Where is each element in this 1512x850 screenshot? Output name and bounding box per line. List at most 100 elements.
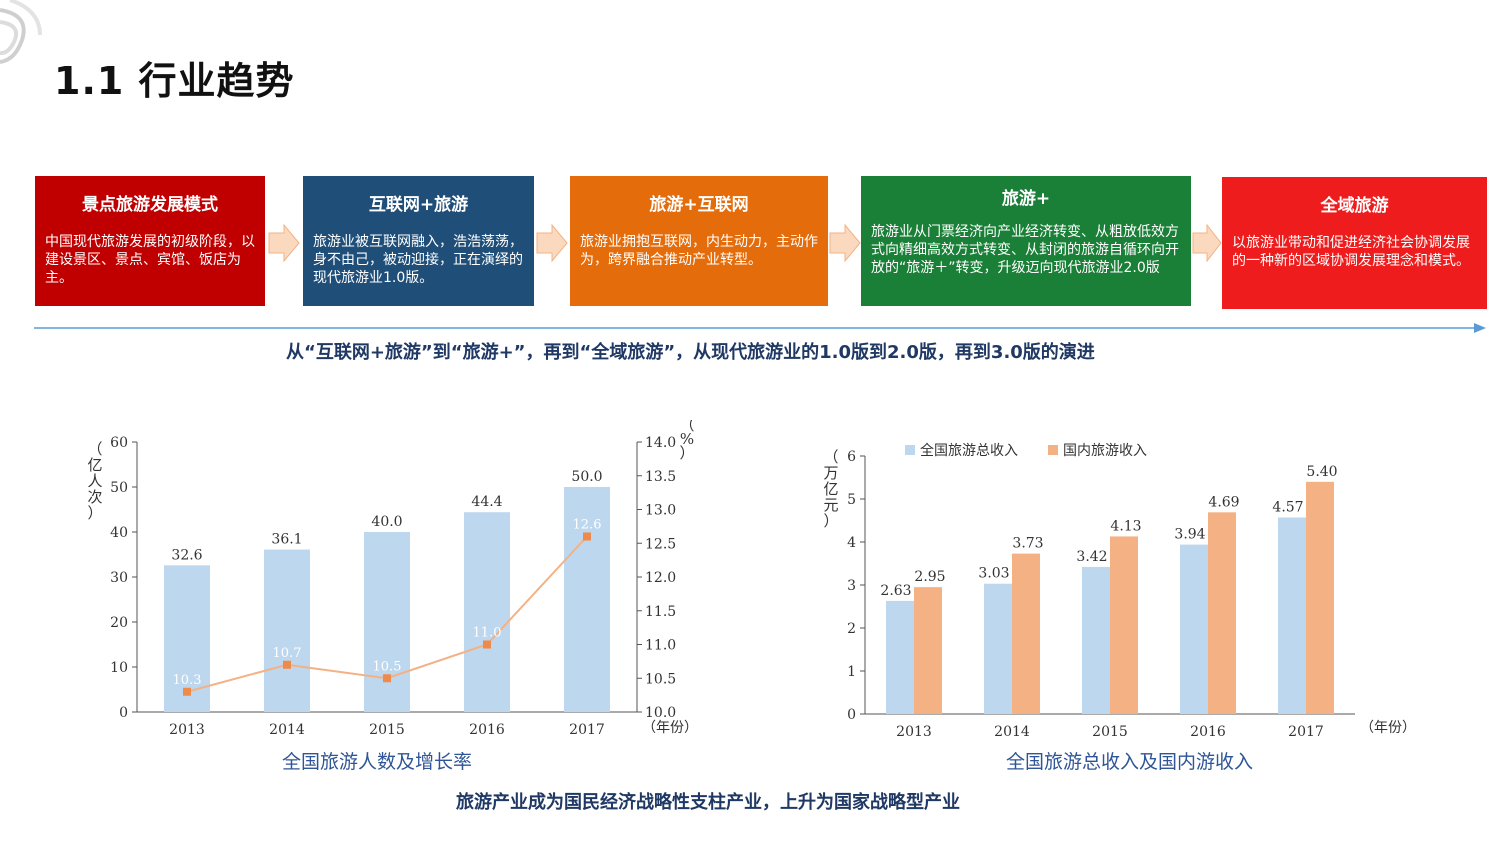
bar-value-label: 3.73 [1012,536,1043,552]
bar [1012,553,1040,714]
growth-value-label: 11.0 [473,626,502,641]
y2-axis-label: （%） [679,420,694,462]
growth-value-label: 12.6 [573,518,602,533]
corner-decoration [0,0,42,64]
y-axis-label: （亿人次） [87,440,102,522]
bar [564,487,610,712]
arrow-right-icon [536,224,568,262]
x-tick-label: 2017 [569,722,605,738]
bar-value-label: 4.13 [1110,518,1141,534]
stage-head: 互联网+旅游 [368,195,469,215]
y2-tick-label: 10.0 [645,705,676,721]
bar-value-label: 44.4 [471,494,502,510]
x-axis-unit: （年份） [642,720,698,736]
y-tick-label: 40 [110,525,128,541]
x-tick-label: 2013 [169,722,205,738]
y-tick-label: 60 [110,435,128,451]
bar-value-label: 2.63 [880,583,911,599]
y2-tick-label: 14.0 [645,435,676,451]
stage-box-all-for-one: 全域旅游 以旅游业带动和促进经济社会协调发展的一种新的区域协调发展理念和模式。 [1222,177,1487,309]
chart-tourism-revenue: 0 1 2 3 4 5 6 （万亿元） 全国旅游总收入 国内旅游收入 2.63 3.03 3.42 3.9… [823,442,1415,740]
stage-box-scenic: 景点旅游发展模式 中国现代旅游发展的初级阶段，以建设景区、景点、宾馆、饭店为主。 [35,176,265,306]
x-tick-label: 2016 [469,722,505,738]
bar [264,549,310,712]
y-tick-label: 1 [847,664,856,680]
bar-value-label: 36.1 [271,532,302,548]
bar [984,583,1012,714]
y-tick-label: 2 [847,621,856,637]
bar-value-label: 4.69 [1208,494,1239,510]
bar-value-label: 3.42 [1076,549,1107,565]
timeline-caption: 从“互联网+旅游”到“旅游+”，再到“全域旅游”，从现代旅游业的1.0版到2.0… [286,342,1095,363]
chart-visitors-growth: 0 10 20 30 40 50 60 10.0 10.5 11.0 11.5 12.0 12.5 13.… [87,420,698,738]
arrow-right-icon [1192,224,1222,262]
bar [1208,512,1236,714]
arrow-right-icon [829,224,861,262]
y-tick-label: 6 [847,449,856,465]
chart1-title: 全国旅游人数及增长率 [282,751,473,773]
y-tick-label: 5 [847,492,856,508]
y-tick-label: 4 [847,535,856,551]
y2-tick-label: 12.5 [645,536,676,552]
y2-tick-label: 11.5 [645,604,676,620]
x-tick-label: 2015 [1092,724,1128,740]
growth-value-label: 10.5 [373,659,402,674]
stage-head: 旅游+互联网 [649,195,749,215]
x-tick-label: 2015 [369,722,405,738]
growth-point [383,674,391,683]
bottom-caption: 旅游产业成为国民经济战略性支柱产业，上升为国家战略型产业 [456,792,960,813]
y-tick-label: 50 [110,480,128,496]
bar-value-label: 3.03 [978,566,1009,582]
bar-value-label: 4.57 [1272,499,1303,515]
y-tick-label: 0 [847,707,856,723]
stage-box-internet-plus-tourism: 互联网+旅游 旅游业被互联网融入，浩浩荡荡，身不由己，被动迎接，正在演绎的现代旅… [303,176,534,306]
bar [914,587,942,714]
legend-label: 全国旅游总收入 [920,442,1018,459]
page-title: 1.1 行业趋势 [54,59,295,103]
y-tick-label: 3 [847,578,856,594]
bar-value-label: 5.40 [1306,464,1337,480]
bar [1082,566,1110,714]
legend-swatch [905,445,915,455]
growth-value-label: 10.3 [173,673,202,688]
growth-value-label: 10.7 [273,646,302,661]
stage-box-tourism-plus: 旅游+ 旅游业从门票经济向产业经济转变、从粗放低效方式向精细高效方式转变、从封闭… [861,176,1191,306]
timeline-arrow [34,323,1486,333]
y2-tick-label: 13.5 [645,469,676,485]
bar [464,512,510,712]
growth-point [483,640,491,649]
growth-point [283,660,291,669]
x-tick-label: 2016 [1190,724,1226,740]
stage-desc: 以旅游业带动和促进经济社会协调发展的一种新的区域协调发展理念和模式。 [1232,235,1470,269]
legend-swatch [1048,445,1058,455]
x-tick-label: 2014 [269,722,305,738]
x-tick-label: 2017 [1288,724,1324,740]
y-tick-label: 0 [119,705,128,721]
growth-point [183,687,191,696]
bar-value-label: 3.94 [1174,527,1205,543]
bar-value-label: 2.95 [914,569,945,585]
x-tick-label: 2013 [896,724,932,740]
stage-desc: 旅游业被互联网融入，浩浩荡荡，身不由己，被动迎接，正在演绎的现代旅游业1.0版。 [313,234,523,286]
bar [1110,536,1138,714]
bar [1278,517,1306,714]
y2-tick-label: 10.5 [645,671,676,687]
stage-desc: 中国现代旅游发展的初级阶段，以建设景区、景点、宾馆、饭店为主。 [45,234,255,286]
y-axis-label: （万亿元） [823,448,838,530]
y-tick-label: 10 [110,660,128,676]
stage-head: 景点旅游发展模式 [82,195,218,215]
bar [364,532,410,712]
legend-label: 国内旅游收入 [1063,443,1147,459]
y2-tick-label: 13.0 [645,503,676,519]
bar-value-label: 32.6 [171,547,202,563]
bar-value-label: 40.0 [371,514,402,530]
bar [1180,544,1208,714]
bar-value-label: 50.0 [571,469,602,485]
stage-box-tourism-plus-internet: 旅游+互联网 旅游业拥抱互联网，内生动力，主动作为，跨界融合推动产业转型。 [570,176,828,306]
y-tick-label: 20 [110,615,128,631]
growth-point [583,532,591,541]
chart2-title: 全国旅游总收入及国内游收入 [1006,751,1254,773]
y-tick-label: 30 [110,570,128,586]
y2-tick-label: 12.0 [645,570,676,586]
y2-tick-label: 11.0 [645,638,676,654]
